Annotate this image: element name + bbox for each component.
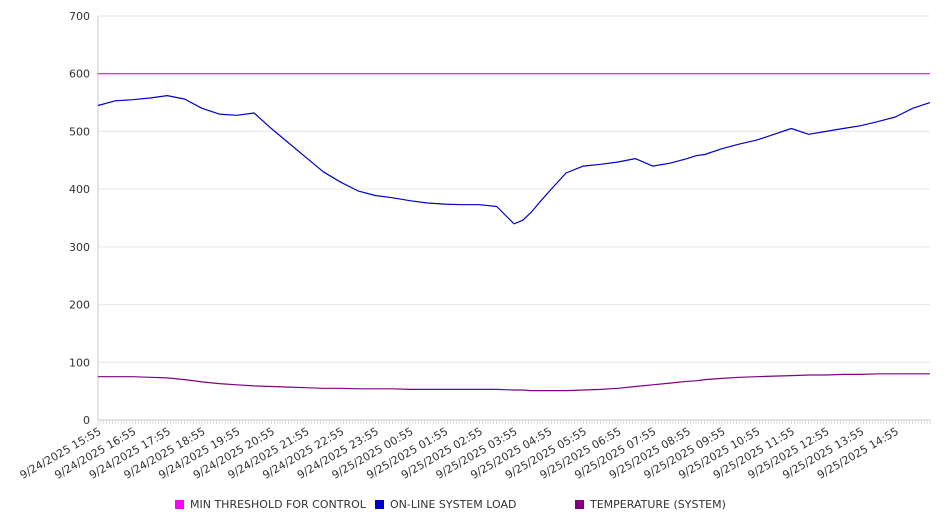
series-temperature-line — [98, 373, 930, 392]
y-tick-labels: 0 100 200 300 400 500 600 700 — [69, 10, 90, 427]
legend-label-system-load: ON-LINE SYSTEM LOAD — [390, 498, 517, 511]
legend-swatch-temperature — [575, 500, 584, 509]
y-tick-label: 600 — [69, 68, 90, 81]
y-tick-label: 300 — [69, 241, 90, 254]
legend-label-temperature: TEMPERATURE (SYSTEM) — [590, 498, 726, 511]
y-tick-label: 700 — [69, 10, 90, 23]
x-tick-labels: 9/24/2025 15:559/24/2025 16:559/24/2025 … — [18, 425, 901, 482]
series-system-load-line — [97, 94, 931, 225]
chart-legend: MIN THRESHOLD FOR CONTROL ON-LINE SYSTEM… — [0, 498, 946, 514]
legend-label-threshold: MIN THRESHOLD FOR CONTROL — [190, 498, 366, 511]
legend-item-temperature[interactable]: TEMPERATURE (SYSTEM) — [575, 498, 726, 511]
y-tick-label: 0 — [83, 414, 90, 427]
legend-swatch-system-load — [375, 500, 384, 509]
legend-item-threshold[interactable]: MIN THRESHOLD FOR CONTROL — [175, 498, 366, 511]
legend-swatch-threshold — [175, 500, 184, 509]
legend-item-system-load[interactable]: ON-LINE SYSTEM LOAD — [375, 498, 516, 511]
series-lines — [97, 73, 931, 392]
axes — [97, 16, 931, 424]
gridlines — [98, 15, 930, 363]
y-tick-label: 100 — [69, 356, 90, 369]
y-tick-label: 200 — [69, 299, 90, 312]
y-tick-label: 500 — [69, 125, 90, 138]
y-tick-label: 400 — [69, 183, 90, 196]
